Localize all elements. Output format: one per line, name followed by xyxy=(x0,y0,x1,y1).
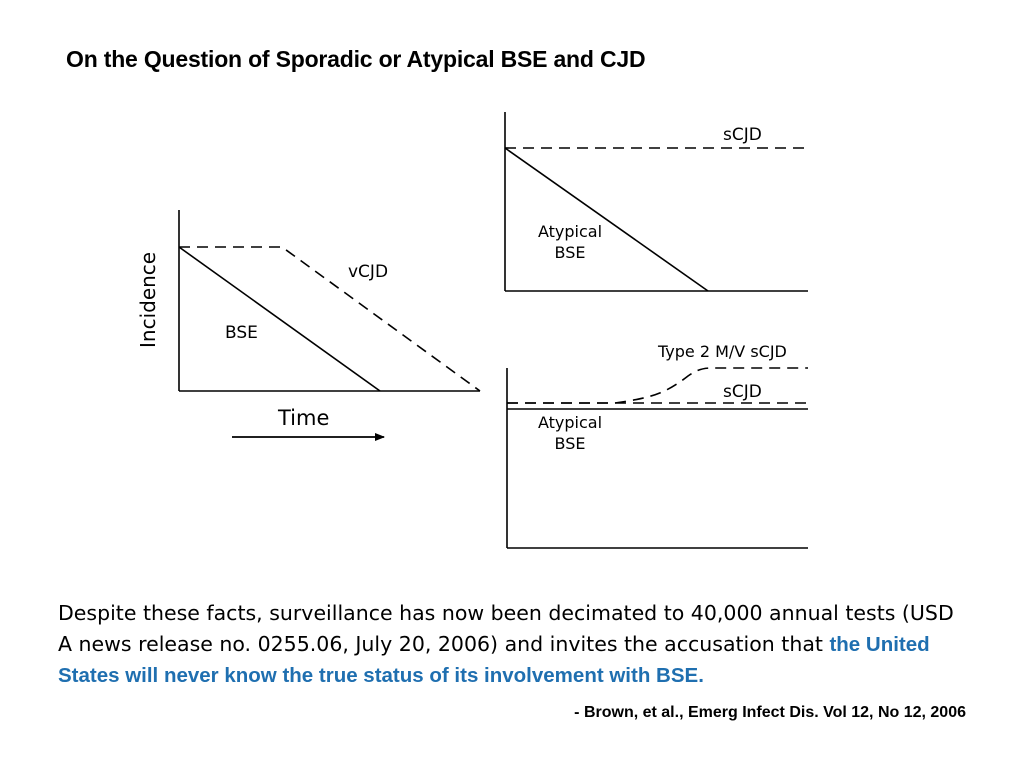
bottom-scjd-label: sCJD xyxy=(723,382,762,402)
type2-mv-scjd-label: Type 2 M/V sCJD xyxy=(657,342,787,361)
body-highlight: the United States will never know the tr… xyxy=(58,633,930,687)
top-bse-label: BSE xyxy=(555,243,586,262)
bse-decline-line xyxy=(178,246,381,392)
bottom-right-panel: Type 2 M/V sCJD sCJD Atypical BSE xyxy=(506,342,808,549)
incidence-axis-label: Incidence xyxy=(136,252,160,348)
body-text: Despite these facts, surveillance has no… xyxy=(58,601,954,656)
vcjd-dashed-line xyxy=(179,246,481,392)
top-right-panel: sCJD Atypical BSE xyxy=(504,112,808,292)
bse-label: BSE xyxy=(225,323,258,343)
bottom-atypical-label: Atypical xyxy=(538,413,602,432)
top-scjd-label: sCJD xyxy=(723,125,762,145)
left-panel: vCJD BSE Incidence Time xyxy=(136,210,481,441)
vcjd-label: vCJD xyxy=(348,262,388,282)
type2-mv-scjd-dashed-curve xyxy=(507,367,808,404)
top-atypical-bse-line xyxy=(504,147,709,292)
citation: - Brown, et al., Emerg Infect Dis. Vol 1… xyxy=(574,704,966,721)
top-atypical-label: Atypical xyxy=(538,222,602,241)
time-axis-label: Time xyxy=(277,406,329,430)
body-paragraph: Despite these facts, surveillance has no… xyxy=(58,598,970,691)
slide-title: On the Question of Sporadic or Atypical … xyxy=(66,46,646,72)
bottom-bse-label: BSE xyxy=(555,434,586,453)
